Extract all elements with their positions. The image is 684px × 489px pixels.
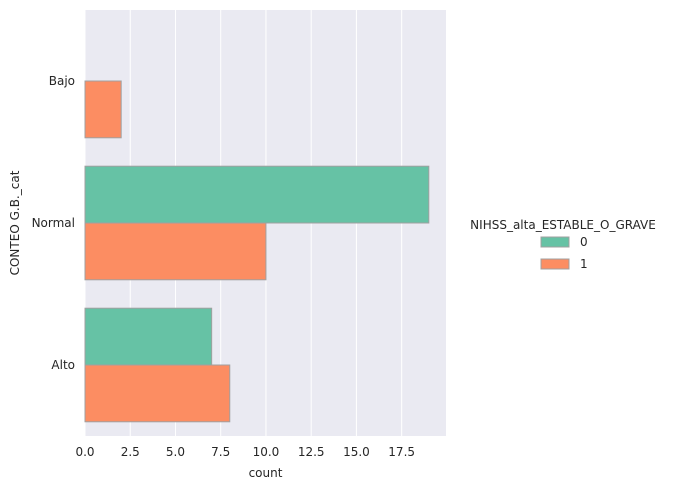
x-tick-labels: 0.0 2.5 5.0 7.5 10.0 12.5 15.0 17.5 [75,445,415,459]
x-tick-label: 17.5 [388,445,415,459]
bar-bajo-series-1 [84,80,122,139]
y-axis-title: CONTEO G.B._cat [8,170,22,275]
x-tick-label: 2.5 [121,445,140,459]
y-tick-label: Bajo [49,74,75,88]
x-tick-label: 5.0 [166,445,185,459]
legend-label: 1 [580,257,588,271]
x-tick-label: 10.0 [253,445,280,459]
x-tick-label: 12.5 [298,445,325,459]
legend-swatch [540,258,570,270]
x-axis-title: count [249,466,283,480]
y-tick-label: Normal [32,216,75,230]
legend-title: NIHSS_alta_ESTABLE_O_GRAVE [470,218,656,232]
legend-swatch [540,236,570,248]
legend-label: 0 [580,235,588,249]
bar-normal-series-1 [84,222,267,281]
bar-normal-series-0 [84,165,430,224]
x-tick-label: 7.5 [211,445,230,459]
legend: NIHSS_alta_ESTABLE_O_GRAVE 0 1 [470,218,656,271]
bars [84,80,430,423]
bar-alto-series-1 [84,364,231,423]
x-tick-label: 0.0 [75,445,94,459]
bar-alto-series-0 [84,307,213,366]
y-tick-labels: Bajo Normal Alto [32,74,75,372]
y-tick-label: Alto [51,358,75,372]
x-tick-label: 15.0 [343,445,370,459]
